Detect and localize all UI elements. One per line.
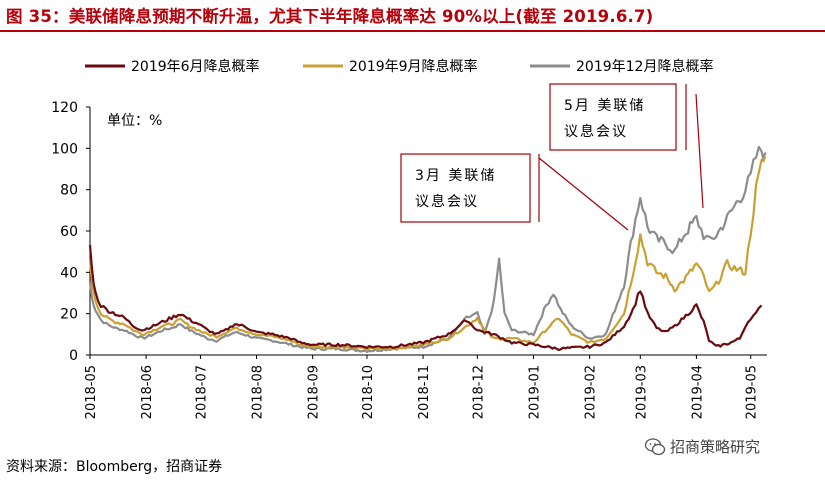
series-line: [88, 245, 763, 352]
chart-legend: 2019年6月降息概率 2019年9月降息概率 2019年12月降息概率: [85, 58, 713, 75]
x-tick-label: 2019-05: [745, 365, 760, 419]
x-tick-label: 2019-02: [584, 365, 599, 419]
series-line: [88, 156, 767, 351]
x-tick-label: 2019-03: [634, 365, 649, 419]
x-axis: 2018-05 2018-06 2018-07 2018-08 2018-09 2018-…: [84, 354, 767, 419]
y-tick-label: 0: [69, 348, 78, 364]
title-divider: [0, 30, 825, 32]
callout-text: 5月 美联储: [564, 98, 645, 114]
y-tick-label: 120: [51, 100, 78, 116]
y-tick-label: 80: [60, 183, 78, 199]
x-tick-label: 2018-12: [471, 365, 486, 419]
callout-text: 议息会议: [415, 193, 479, 210]
brand-name: 招商策略研究: [670, 438, 761, 456]
y-tick-label: 100: [51, 141, 78, 157]
brand-watermark: 招商策略研究: [644, 436, 760, 457]
x-tick-label: 2019-01: [527, 365, 542, 419]
legend-label: 2019年9月降息概率: [349, 58, 478, 75]
callout-box: [400, 153, 531, 223]
x-tick-label: 2018-09: [307, 365, 322, 419]
wechat-icon: [644, 437, 666, 455]
y-tick-label: 40: [60, 265, 78, 281]
legend-label: 2019年6月降息概率: [131, 58, 260, 75]
unit-label: 单位：%: [107, 113, 162, 129]
x-tick-label: 2018-06: [140, 365, 155, 419]
callout-leader: [538, 157, 629, 231]
legend-label: 2019年12月降息概率: [576, 58, 713, 75]
callout-text: 3月 美联储: [415, 168, 496, 184]
callout-text: 议息会议: [564, 123, 628, 140]
line-chart: 2019年6月降息概率 2019年9月降息概率 2019年12月降息概率 0 20 40…: [51, 58, 767, 419]
series-line: [88, 145, 767, 353]
y-tick-label: 60: [60, 224, 78, 240]
page-title: 图 35：美联储降息预期不断升温，尤其下半年降息概率达 90%以上(截至 201…: [6, 7, 654, 26]
callout-box: [549, 83, 677, 151]
x-tick-label: 2018-11: [417, 365, 432, 419]
x-tick-label: 2018-10: [361, 365, 376, 419]
x-tick-label: 2018-08: [251, 365, 266, 419]
y-axis: 0 20 40 60 80 100 120: [51, 100, 91, 364]
source-note: 资料来源：Bloomberg，招商证券: [6, 459, 223, 475]
y-tick-label: 20: [60, 307, 78, 323]
x-tick-label: 2018-05: [84, 365, 99, 419]
callout-leader: [695, 93, 704, 209]
x-tick-label: 2019-04: [690, 365, 705, 419]
x-tick-label: 2018-07: [194, 365, 209, 419]
series-group: [88, 145, 767, 353]
